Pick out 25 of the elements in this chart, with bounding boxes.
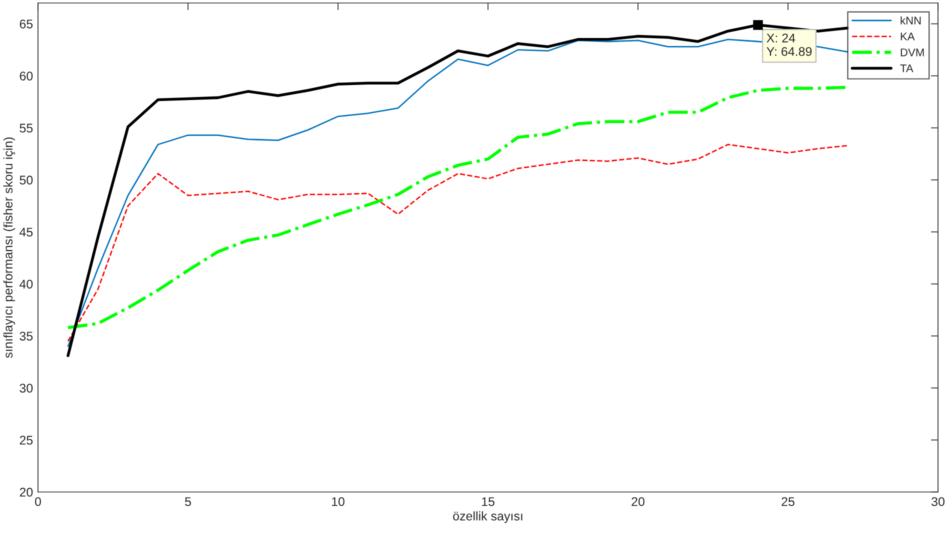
legend-label: DVM: [900, 48, 924, 56]
y-tick-label: 40: [20, 280, 33, 289]
y-tick-label: 45: [20, 228, 33, 237]
y-tick-label: 35: [20, 332, 33, 341]
x-tick-label: 30: [932, 497, 944, 506]
y-tick-label: 50: [20, 176, 33, 185]
y-tick-label: 25: [20, 436, 33, 445]
x-tick-label: 20: [632, 497, 644, 506]
legend-label: KA: [900, 32, 915, 40]
y-tick-label: 65: [20, 20, 33, 28]
legend-label: kNN: [900, 16, 921, 24]
x-tick-label: 0: [35, 497, 41, 506]
y-tick-label: 20: [20, 488, 33, 497]
y-tick-label: 30: [20, 384, 33, 393]
y-tick-label: 60: [20, 72, 33, 80]
y-axis-title: sınıflayıcı performansı (fisher skoru için): [3, 137, 16, 358]
y-tick-label: 55: [20, 124, 33, 133]
x-axis-title: özellik sayısı: [453, 511, 522, 523]
line-series: [67, 144, 849, 342]
x-tick-label: 15: [482, 497, 494, 506]
legend-label: TA: [900, 64, 914, 72]
x-tick-label: 5: [185, 497, 191, 506]
annotation: X: 24 Y: 64.89: [766, 34, 812, 56]
x-tick-label: 25: [782, 497, 794, 506]
x-tick-label: 10: [332, 497, 344, 506]
